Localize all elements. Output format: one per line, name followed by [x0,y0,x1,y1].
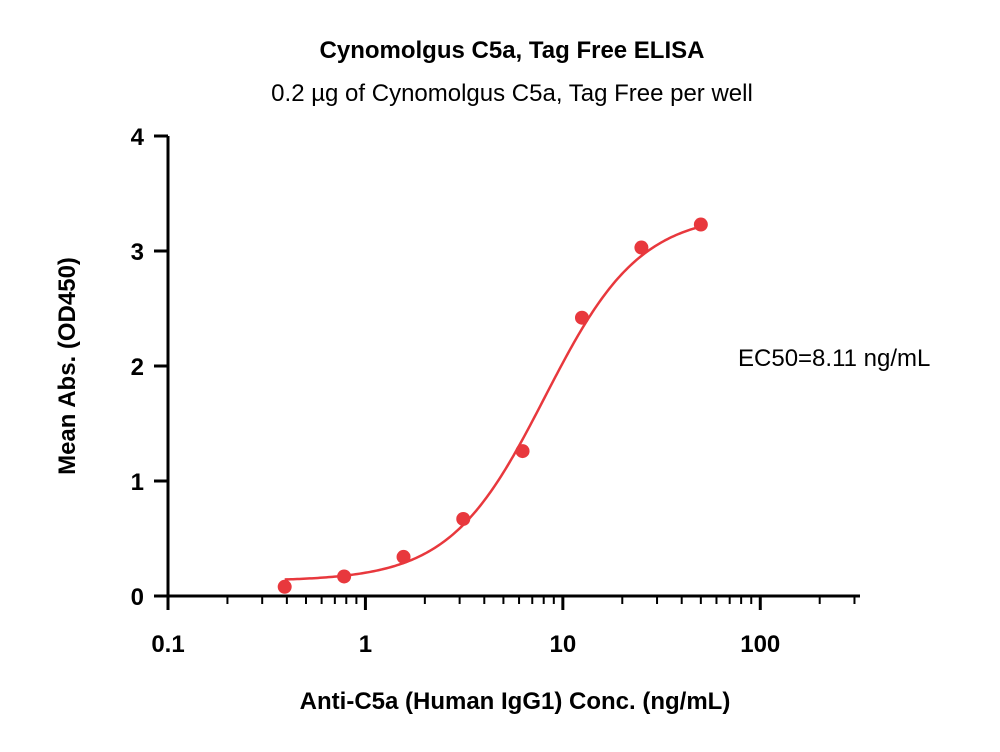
chart-subtitle: 0.2 µg of Cynomolgus C5a, Tag Free per w… [271,80,753,107]
data-point [456,511,471,526]
data-point [693,217,708,232]
x-tick-label: 0.1 [151,631,184,658]
y-tick-label: 1 [131,469,144,496]
x-axis-label: Anti-C5a (Human IgG1) Conc. (ng/mL) [300,688,731,715]
data-point [396,549,411,564]
y-tick-label: 3 [131,239,144,266]
fit-curve-layer [284,225,702,581]
y-tick-label: 2 [131,354,144,381]
data-points-layer [277,217,708,594]
y-tick-label: 4 [131,124,145,151]
data-point [515,444,530,459]
data-point [277,579,292,594]
axes: 0.1 1 10 100 0 1 2 3 4 [131,124,860,658]
data-point [634,240,649,255]
y-axis-label: Mean Abs. (OD450) [54,257,81,475]
x-tick-label: 10 [549,631,576,658]
data-point [337,569,352,584]
data-point [574,310,589,325]
x-tick-label: 100 [740,631,780,658]
x-tick-label: 1 [359,631,372,658]
y-tick-label: 0 [131,584,144,611]
fit-curve [284,225,702,581]
ec50-annotation: EC50=8.11 ng/mL [738,345,930,372]
chart-title: Cynomolgus C5a, Tag Free ELISA [320,37,705,64]
